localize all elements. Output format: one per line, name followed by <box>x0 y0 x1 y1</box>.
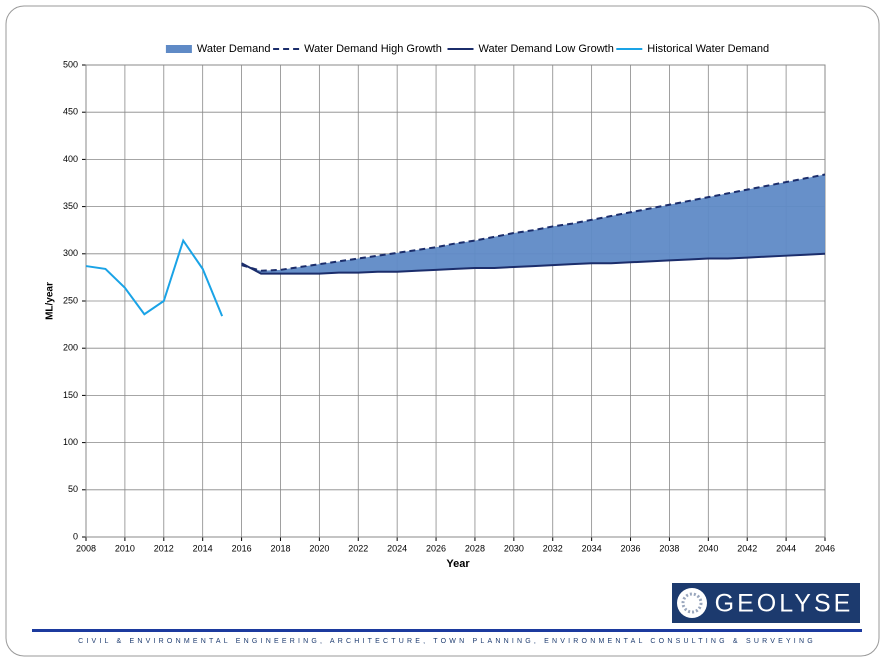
x-tick-label: 2028 <box>465 543 485 553</box>
y-tick-label: 100 <box>63 437 78 447</box>
x-tick-label: 2034 <box>582 543 602 553</box>
x-tick-label: 2036 <box>621 543 641 553</box>
x-tick-label: 2038 <box>659 543 679 553</box>
footer-rule <box>32 629 862 632</box>
x-tick-label: 2012 <box>154 543 174 553</box>
plot-border <box>85 64 826 538</box>
x-tick-label: 2010 <box>115 543 135 553</box>
logo-emblem-pattern <box>681 592 703 614</box>
y-tick-label: 50 <box>68 484 78 494</box>
x-tick-label: 2030 <box>504 543 524 553</box>
x-tick-label: 2032 <box>543 543 563 553</box>
y-tick-label: 0 <box>73 531 78 541</box>
x-tick-label: 2018 <box>270 543 290 553</box>
series-line <box>85 238 224 317</box>
y-tick-label: 500 <box>63 59 78 69</box>
x-tick-label: 2014 <box>193 543 213 553</box>
y-tick-label: 200 <box>63 343 78 353</box>
x-tick-label: 2040 <box>698 543 718 553</box>
plot: 0 50 100 150 200 250 300 350 400 450 500 2008 2010 20… <box>63 43 835 553</box>
logo-emblem <box>677 588 707 618</box>
y-tick-label: 300 <box>63 248 78 258</box>
x-tick-label: 2024 <box>387 543 407 553</box>
legend-label: Water Demand <box>197 43 271 55</box>
y-tick-label: 400 <box>63 154 78 164</box>
x-tick-label: 2022 <box>348 543 368 553</box>
x-tick-label: 2016 <box>232 543 252 553</box>
x-tick-label: 2026 <box>426 543 446 553</box>
series-line <box>241 252 826 275</box>
y-tick-label: 450 <box>63 107 78 117</box>
y-tick-label: 150 <box>63 390 78 400</box>
demand-band <box>241 174 825 274</box>
x-axis-label: Year <box>446 558 470 570</box>
x-tick-label: 2044 <box>776 543 796 553</box>
legend-label: Water Demand Low Growth <box>479 43 614 55</box>
footer-tagline: CIVIL & ENVIRONMENTAL ENGINEERING, ARCHI… <box>78 638 816 645</box>
y-axis-label: ML/year <box>45 282 56 320</box>
x-tick-label: 2020 <box>309 543 329 553</box>
y-tick-label: 250 <box>63 295 78 305</box>
x-tick-label: 2042 <box>737 543 757 553</box>
series-line <box>241 173 826 272</box>
x-tick-label: 2046 <box>815 543 835 553</box>
legend-label: Water Demand High Growth <box>304 43 442 55</box>
x-tick-label: 2008 <box>76 543 96 553</box>
legend-label: Historical Water Demand <box>647 43 769 55</box>
legend-swatch <box>165 45 192 53</box>
logo-text: GEOLYSE <box>715 590 854 618</box>
y-tick-label: 350 <box>63 201 78 211</box>
